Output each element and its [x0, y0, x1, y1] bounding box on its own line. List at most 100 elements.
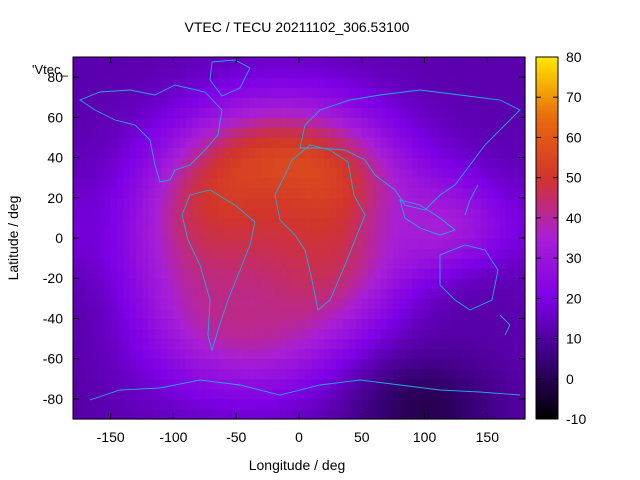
heatmap-cell — [73, 127, 80, 139]
heatmap-cell — [305, 318, 313, 330]
heatmap-cell — [79, 348, 87, 360]
heatmap-cell — [380, 97, 388, 108]
heatmap-cell — [204, 298, 212, 309]
heatmap-cell — [229, 248, 237, 259]
heatmap-cell — [305, 57, 313, 68]
heatmap-cell — [85, 137, 93, 149]
heatmap-cell — [330, 278, 338, 289]
heatmap-cell — [116, 157, 124, 169]
heatmap-cell — [418, 187, 426, 199]
heatmap-cell — [135, 187, 143, 199]
heatmap-cell — [443, 97, 451, 108]
heatmap-cell — [443, 398, 451, 410]
heatmap-cell — [142, 298, 149, 309]
heatmap-cell — [116, 298, 124, 309]
heatmap-cell — [160, 157, 168, 169]
heatmap-cell — [506, 248, 514, 259]
heatmap-cell — [506, 157, 514, 169]
heatmap-cell — [192, 268, 200, 279]
heatmap-cell — [123, 197, 131, 209]
heatmap-cell — [481, 288, 488, 299]
heatmap-cell — [173, 268, 181, 279]
heatmap-cell — [248, 358, 256, 370]
heatmap-cell — [154, 217, 162, 229]
colorbar-tick-label: 70 — [566, 89, 582, 105]
heatmap-cell — [173, 97, 181, 108]
heatmap-cell — [462, 328, 470, 340]
heatmap-cell — [217, 77, 225, 88]
heatmap-cell — [361, 117, 369, 128]
heatmap-cell — [242, 318, 250, 330]
heatmap-cell — [179, 117, 187, 128]
heatmap-cell — [123, 288, 131, 299]
heatmap-cell — [73, 338, 80, 350]
heatmap-cell — [349, 328, 357, 340]
heatmap-cell — [443, 67, 451, 78]
heatmap-cell — [123, 408, 131, 420]
heatmap-cell — [368, 358, 375, 370]
heatmap-cell — [393, 308, 401, 320]
heatmap-cell — [148, 298, 156, 309]
heatmap-cell — [399, 177, 407, 189]
heatmap-cell — [393, 248, 401, 259]
heatmap-cell — [142, 338, 149, 350]
heatmap-cell — [79, 338, 87, 350]
heatmap-cell — [493, 308, 501, 320]
heatmap-cell — [468, 167, 476, 179]
heatmap-cell — [349, 368, 357, 380]
heatmap-cell — [229, 278, 237, 289]
heatmap-cell — [217, 328, 225, 340]
heatmap-cell — [412, 398, 419, 410]
heatmap-cell — [173, 147, 181, 159]
heatmap-cell — [85, 227, 93, 239]
heatmap-cell — [443, 248, 451, 259]
heatmap-cell — [506, 358, 514, 370]
heatmap-cell — [167, 187, 175, 199]
heatmap-cell — [135, 328, 143, 340]
heatmap-cell — [455, 137, 463, 149]
heatmap-cell — [418, 398, 426, 410]
heatmap-cell — [142, 207, 149, 219]
heatmap-cell — [98, 288, 105, 299]
heatmap-cell — [330, 258, 338, 269]
heatmap-cell — [449, 147, 457, 159]
heatmap-cell — [455, 147, 463, 159]
heatmap-cell — [98, 278, 105, 289]
heatmap-cell — [192, 238, 200, 249]
heatmap-cell — [474, 378, 482, 390]
heatmap-cell — [462, 348, 470, 360]
heatmap-cell — [223, 57, 231, 68]
heatmap-cell — [110, 348, 118, 360]
heatmap-cell — [336, 358, 344, 370]
heatmap-cell — [506, 238, 514, 249]
heatmap-cell — [418, 328, 426, 340]
heatmap-cell — [280, 67, 288, 78]
heatmap-cell — [418, 157, 426, 169]
heatmap-cell — [499, 308, 507, 320]
heatmap-cell — [374, 157, 382, 169]
heatmap-cell — [267, 268, 275, 279]
heatmap-cell — [104, 157, 112, 169]
heatmap-cell — [430, 338, 438, 350]
heatmap-cell — [261, 368, 269, 380]
heatmap-cell — [336, 157, 344, 169]
heatmap-cell — [449, 308, 457, 320]
heatmap-cell — [506, 328, 514, 340]
heatmap-cell — [506, 408, 514, 420]
heatmap-cell — [211, 147, 218, 159]
heatmap-cell — [98, 77, 105, 88]
heatmap-cell — [512, 207, 520, 219]
heatmap-cell — [167, 328, 175, 340]
heatmap-cell — [481, 167, 488, 179]
heatmap-cell — [512, 348, 520, 360]
heatmap-cell — [116, 268, 124, 279]
heatmap-cell — [73, 408, 80, 420]
heatmap-cell — [79, 117, 87, 128]
heatmap-cell — [499, 187, 507, 199]
heatmap-cell — [424, 67, 432, 78]
heatmap-cell — [455, 77, 463, 88]
heatmap-cell — [236, 117, 244, 128]
heatmap-cell — [104, 207, 112, 219]
heatmap-cell — [104, 97, 112, 108]
heatmap-cell — [512, 117, 520, 128]
